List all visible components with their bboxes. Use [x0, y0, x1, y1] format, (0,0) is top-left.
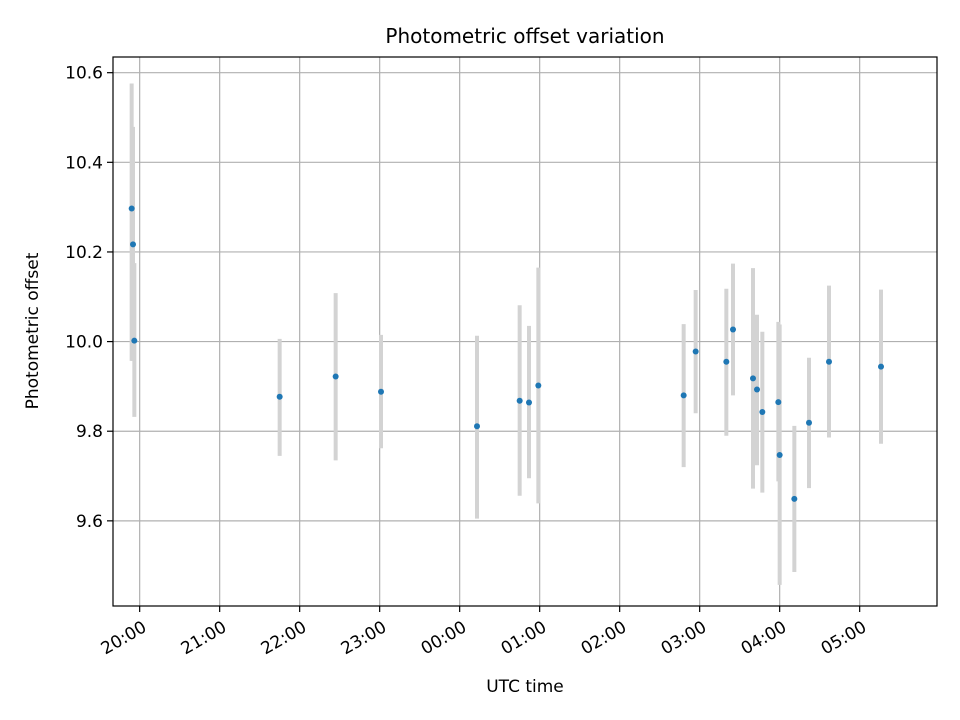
data-point [474, 423, 480, 430]
y-axis-label: Photometric offset [23, 252, 43, 409]
data-point [723, 358, 730, 365]
x-tick-label: 00:00 [418, 617, 470, 659]
grid-layer [113, 57, 937, 606]
x-tick-label: 21:00 [178, 617, 230, 659]
x-tick-label: 23:00 [338, 617, 390, 659]
y-tick-label: 10.0 [65, 333, 103, 353]
y-tick-label: 10.4 [65, 153, 103, 173]
data-point [516, 397, 523, 404]
data-point [730, 326, 736, 333]
x-tick-label: 04:00 [738, 617, 790, 659]
data-point [759, 408, 766, 415]
data-point [680, 392, 687, 399]
y-tick-label: 9.8 [76, 422, 103, 442]
data-point [130, 241, 136, 248]
x-tick-label: 05:00 [818, 617, 870, 659]
data-point [378, 388, 384, 395]
error-bar-layer [129, 83, 883, 585]
data-point [776, 451, 783, 458]
tick-layer: 20:00 21:00 22:00 23:00 00:00 01:00 02:00 03:00… [65, 64, 870, 660]
x-tick-label: 02:00 [578, 617, 630, 659]
x-tick-label: 03:00 [658, 617, 710, 659]
data-point [878, 363, 884, 370]
data-point [754, 386, 760, 393]
data-point [332, 373, 339, 380]
y-tick-label: 10.2 [65, 243, 103, 263]
data-point [535, 382, 542, 389]
data-point [791, 495, 798, 502]
x-tick-label: 22:00 [258, 617, 310, 659]
data-point [806, 419, 812, 426]
chart-title: Photometric offset variation [385, 24, 664, 48]
data-point [128, 205, 135, 212]
x-axis-label: UTC time [486, 677, 564, 697]
x-tick-label: 20:00 [98, 617, 150, 659]
plot-area-frame [112, 56, 938, 607]
data-point [750, 375, 756, 382]
data-point [131, 337, 138, 344]
data-point [775, 399, 782, 406]
data-point-layer [128, 205, 884, 502]
data-point [692, 348, 699, 355]
y-tick-label: 9.6 [76, 512, 103, 532]
data-point [826, 358, 832, 365]
data-point [526, 399, 532, 406]
y-tick-label: 10.6 [65, 64, 103, 84]
data-point [276, 393, 283, 400]
x-tick-label: 01:00 [498, 617, 550, 659]
